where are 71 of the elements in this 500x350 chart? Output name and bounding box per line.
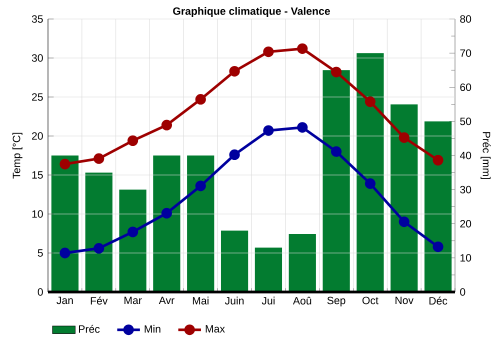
- point: [297, 122, 308, 133]
- x-tick-label: Juin: [224, 296, 244, 304]
- x-tick-label: Aoû: [292, 296, 312, 305]
- y-tick-label: 30: [32, 54, 43, 62]
- x-tick-label: Mar: [124, 296, 142, 304]
- bar: [390, 104, 418, 292]
- bar: [85, 172, 112, 292]
- bar: [288, 234, 316, 292]
- point: [432, 154, 444, 166]
- point: [297, 43, 308, 54]
- point: [195, 180, 206, 192]
- legend-label: Préc: [78, 324, 100, 333]
- y2-tick-label: 70: [460, 49, 472, 57]
- y2-tick-label: 20: [460, 220, 472, 228]
- point: [94, 243, 104, 254]
- bar: [153, 156, 180, 292]
- bar: [51, 156, 79, 292]
- y-tick-label: 5: [38, 249, 43, 257]
- x-tick-label: Fév: [90, 296, 108, 305]
- bar: [220, 230, 248, 292]
- x-tick-label: Jan: [56, 296, 73, 304]
- bar: [187, 156, 214, 292]
- point: [127, 135, 138, 146]
- x-tick-label: Jui: [262, 296, 275, 304]
- y-tick-label: 0: [38, 288, 43, 296]
- y-tick-label: 35: [32, 15, 43, 23]
- bar: [322, 70, 350, 292]
- x-tick-label: Avr: [158, 296, 174, 304]
- point: [263, 125, 274, 136]
- bar: [254, 248, 282, 292]
- point: [161, 208, 172, 219]
- y-tick-label: 25: [32, 93, 43, 101]
- bar: [119, 190, 146, 292]
- y2-tick-label: 10: [460, 254, 472, 262]
- x-tick-label: Oct: [362, 296, 378, 304]
- point: [330, 66, 342, 78]
- y2-tick-label: 60: [460, 83, 472, 92]
- y2-tick-label: 50: [460, 118, 472, 126]
- bar: [356, 53, 384, 292]
- legend-label: Min: [144, 324, 160, 333]
- point: [127, 226, 138, 238]
- point: [229, 149, 240, 160]
- point: [364, 96, 376, 107]
- x-tick-label: Sep: [327, 296, 346, 306]
- x-tick-label: Nov: [396, 296, 414, 304]
- point: [398, 216, 410, 228]
- point: [60, 248, 70, 258]
- y2-tick-label: 0: [460, 288, 466, 296]
- y2-tick-label: 40: [460, 152, 472, 160]
- point: [229, 66, 240, 77]
- point: [364, 178, 376, 189]
- y-tick-label: 10: [32, 210, 43, 218]
- y-axis-title: Temp [°C]: [12, 132, 22, 179]
- y2-tick-label: 80: [460, 15, 472, 23]
- point: [330, 146, 342, 157]
- point: [195, 94, 206, 105]
- chart-title: Graphique climatique - Valence: [173, 7, 330, 17]
- point: [398, 132, 410, 143]
- point: [263, 46, 274, 58]
- point: [161, 120, 172, 130]
- y2-axis-title: Préc [mm]: [480, 132, 491, 179]
- y2-tick-label: 30: [460, 186, 472, 194]
- y-tick-label: 20: [32, 132, 43, 140]
- point: [60, 158, 70, 170]
- point: [94, 153, 104, 164]
- y-tick-label: 15: [32, 171, 43, 179]
- point: [432, 241, 444, 252]
- x-tick-label: Déc: [429, 296, 448, 305]
- x-tick-label: Mai: [192, 296, 208, 304]
- bar: [424, 121, 452, 292]
- legend-label: Max: [206, 325, 225, 333]
